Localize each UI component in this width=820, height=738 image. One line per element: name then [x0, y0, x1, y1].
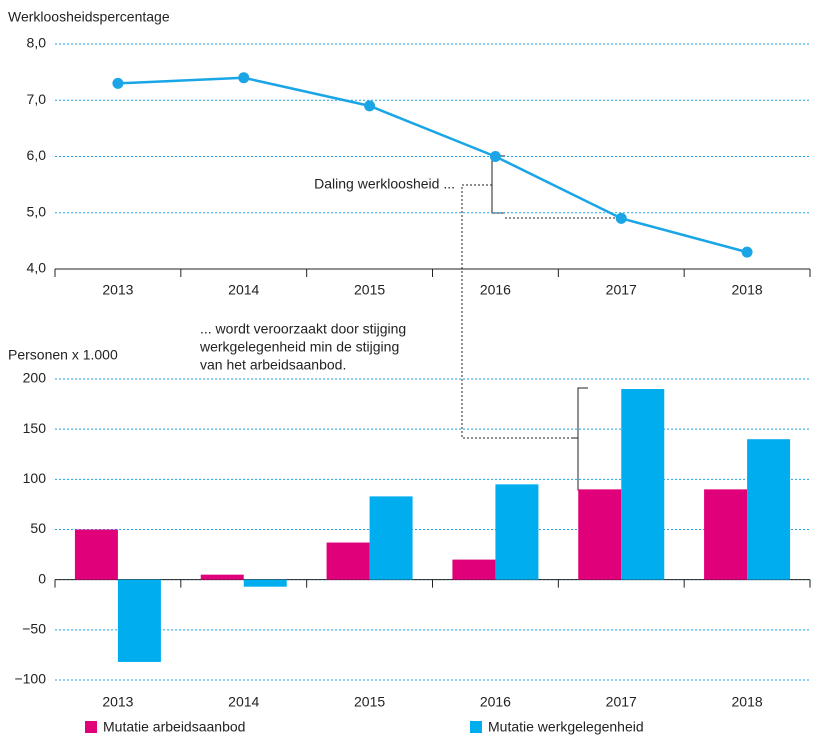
- x-tick-label: 2013: [102, 282, 133, 298]
- bar: [326, 542, 370, 580]
- x-tick-label: 2017: [606, 282, 637, 298]
- bar: [369, 496, 413, 580]
- y-axis-label: Personen x 1.000: [8, 347, 118, 363]
- y-tick-label: −50: [22, 621, 46, 637]
- y-tick-label: 50: [30, 520, 46, 536]
- bar: [117, 579, 161, 662]
- x-tick-label: 2017: [606, 694, 637, 710]
- point: [364, 100, 376, 112]
- point: [489, 151, 501, 162]
- x-tick-label: 2016: [480, 694, 511, 710]
- bar: [578, 489, 622, 580]
- x-tick-label: 2016: [480, 282, 511, 298]
- bar: [200, 574, 244, 580]
- y-tick-label: 100: [23, 470, 47, 486]
- y-axis-label: Werkloosheidspercentage: [8, 9, 170, 25]
- annotation: werkgelegenheid min de stijging: [199, 339, 399, 355]
- y-tick-label: 0: [38, 570, 46, 586]
- bar: [243, 579, 287, 587]
- x-tick-label: 2013: [102, 694, 133, 710]
- point: [741, 246, 753, 258]
- bar: [621, 389, 665, 580]
- y-tick-label: 200: [23, 370, 47, 386]
- y-tick-label: 7,0: [27, 91, 47, 107]
- annotation: van het arbeidsaanbod.: [200, 357, 346, 373]
- legend-label: Mutatie werkgelegenheid: [488, 719, 644, 735]
- y-tick-label: −100: [14, 671, 46, 687]
- bar: [74, 529, 118, 580]
- bar: [452, 559, 496, 580]
- annotation: Daling werkloosheid ...: [314, 176, 455, 192]
- annotation-connectors: [461, 155, 620, 491]
- y-tick-label: 150: [23, 420, 47, 436]
- x-tick-label: 2015: [354, 282, 385, 298]
- x-tick-label: 2015: [354, 694, 385, 710]
- y-tick-label: 8,0: [27, 35, 47, 51]
- legend-swatch: [85, 721, 97, 733]
- y-tick-label: 6,0: [27, 147, 47, 163]
- x-tick-label: 2014: [228, 282, 259, 298]
- bar: [747, 439, 791, 580]
- point: [112, 77, 124, 89]
- x-tick-label: 2014: [228, 694, 259, 710]
- legend-label: Mutatie arbeidsaanbod: [103, 719, 245, 735]
- point: [615, 212, 627, 224]
- x-tick-label: 2018: [732, 282, 763, 298]
- line: [117, 76, 748, 254]
- y-tick-label: 4,0: [27, 260, 47, 276]
- x-tick-label: 2018: [732, 694, 763, 710]
- bar: [495, 484, 539, 580]
- bar: [704, 489, 748, 580]
- point: [238, 72, 250, 84]
- legend-swatch: [470, 721, 482, 733]
- y-tick-label: 5,0: [27, 203, 47, 219]
- annotation: ... wordt veroorzaakt door stijging: [200, 321, 406, 337]
